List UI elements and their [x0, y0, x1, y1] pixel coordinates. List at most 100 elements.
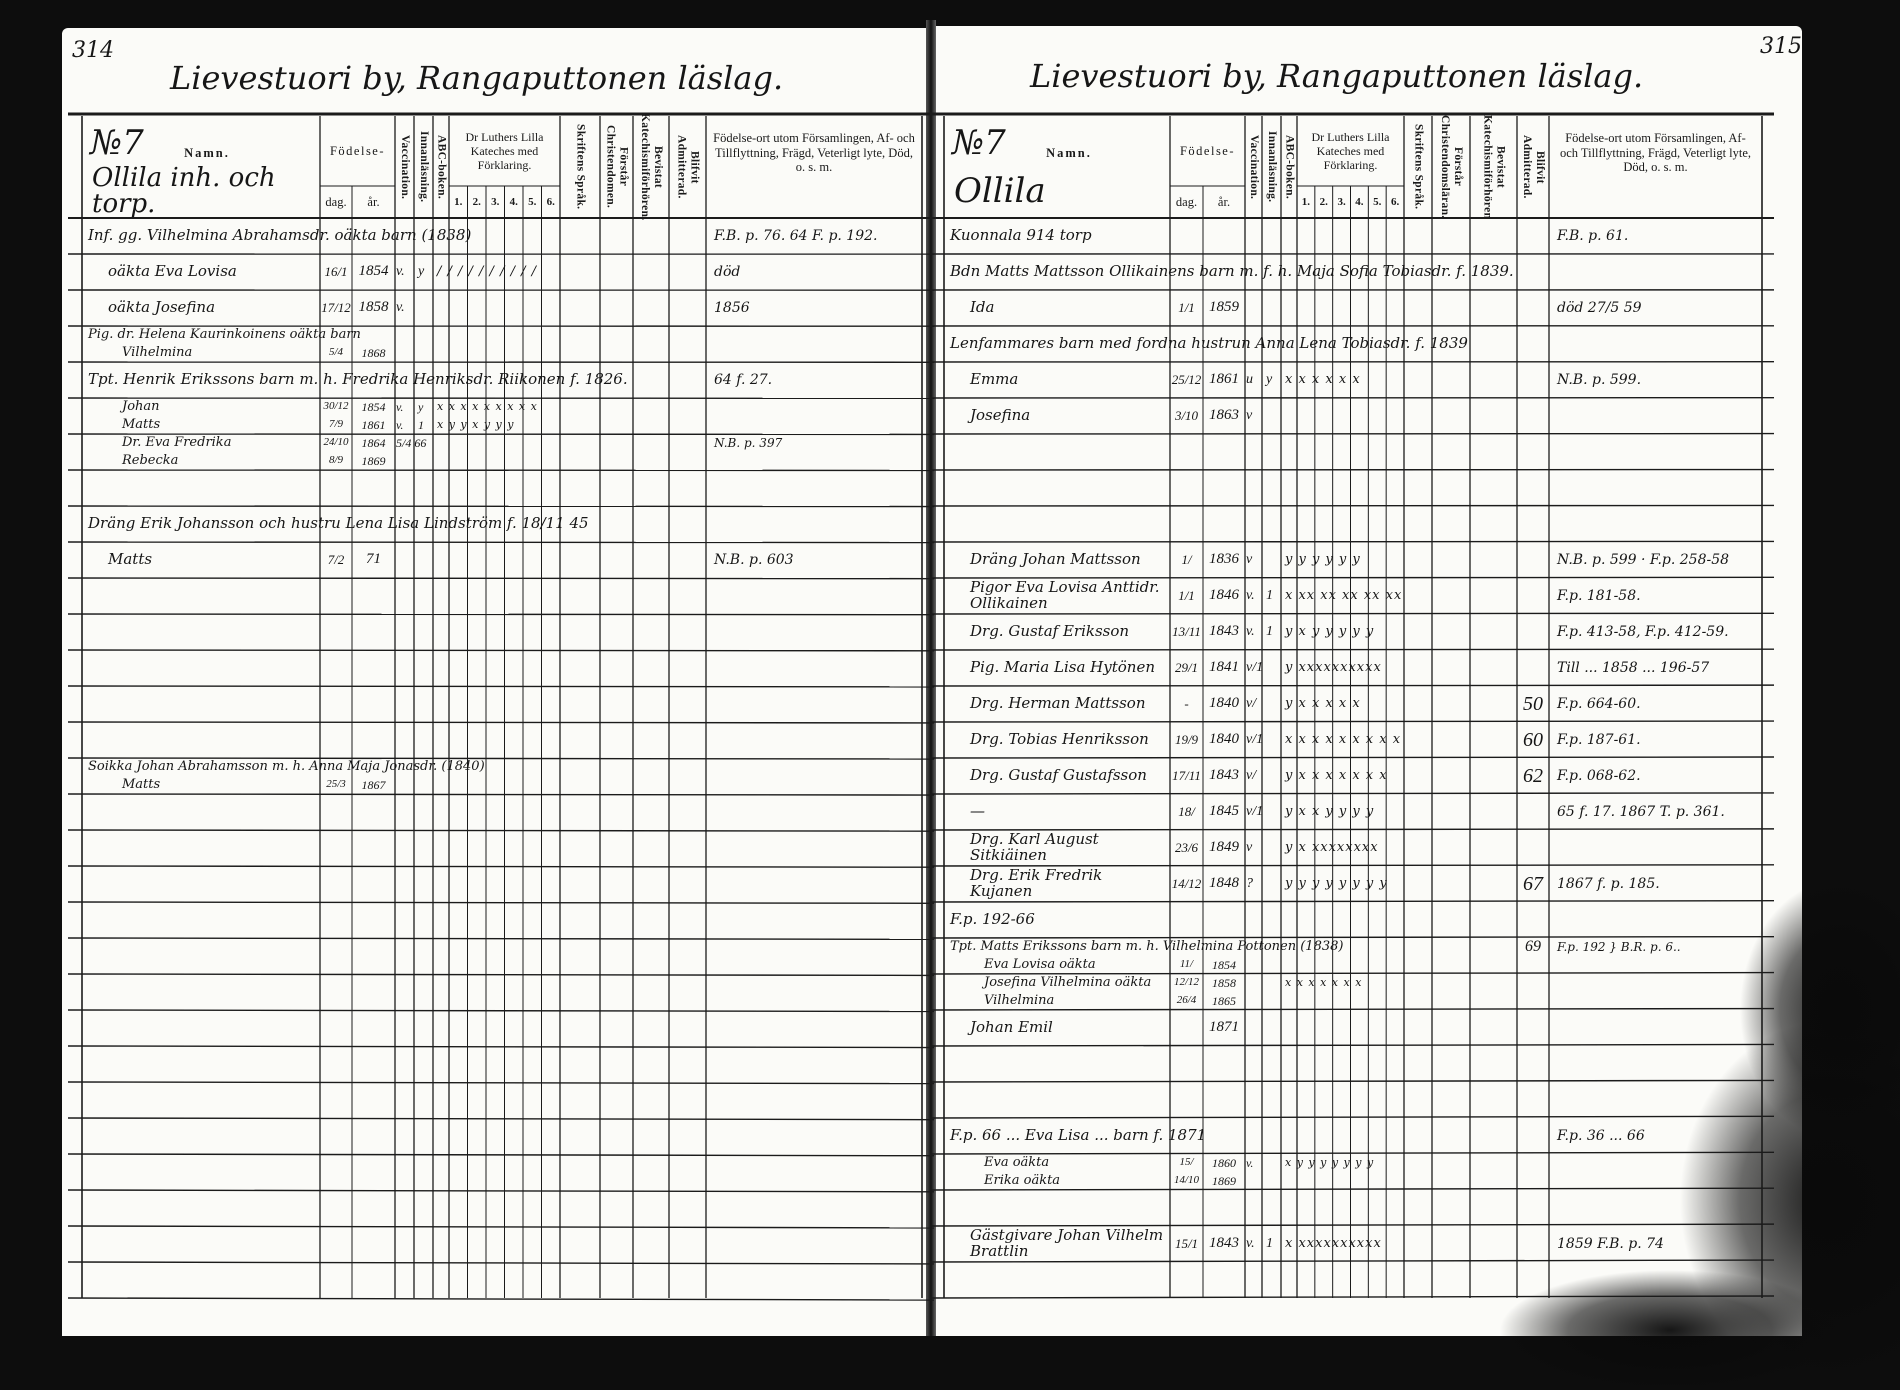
- header-name: Namn.: [1034, 144, 1104, 162]
- entry-vaccination: v/1: [1246, 723, 1263, 757]
- entry-note: Dräng Erik Johansson och hustru Lena Lis…: [88, 507, 916, 541]
- entry-birth-year: 1858: [352, 291, 395, 325]
- entry-remarks: 1859 F.B. p. 74: [1557, 1227, 1758, 1261]
- entry-remarks: F.p. 36 ... 66: [1557, 1119, 1758, 1153]
- entry-birth-year: 1845: [1203, 795, 1245, 829]
- entry-note: Kuonnala 914 torp: [950, 219, 1511, 253]
- entry-catechism-marks: y x y y y y y: [1285, 615, 1374, 649]
- entry-name: Drg. Gustaf Gustafsson: [970, 759, 1164, 793]
- header-vaccination: Vaccination.: [1245, 119, 1262, 215]
- entry-birth-day: 29/1: [1170, 651, 1203, 685]
- entry-name: Drg. Gustaf Eriksson: [970, 615, 1164, 649]
- entry-birth-year: 1869: [352, 453, 395, 469]
- entry-vaccination: v.: [396, 399, 403, 415]
- entry-birth-year: 1859: [1203, 291, 1245, 325]
- header-catechism: Dr Luthers Lilla Kateches med Förklaring…: [1299, 120, 1402, 184]
- entry-reading: y: [418, 255, 424, 289]
- entry-birth-year: 1849: [1203, 831, 1245, 865]
- entry-birth-day: 24/10: [320, 435, 352, 451]
- entry-name: Dr. Eva Fredrika: [122, 435, 314, 451]
- header-attended: Bevistat Katechismiförhören.: [633, 119, 669, 215]
- entry-name: Gästgivare Johan Vilhelm Brattlin: [970, 1227, 1164, 1261]
- entry-admitted: 62: [1517, 759, 1549, 793]
- entry-name: Matts: [122, 417, 314, 433]
- entry-birth-year: 1861: [352, 417, 395, 433]
- entry-birth-year: 1840: [1203, 723, 1245, 757]
- entry-birth-year: 1843: [1203, 615, 1245, 649]
- header-catechism-part: 3.: [486, 186, 505, 218]
- entry-note: Tpt. Henrik Erikssons barn m. h. Fredrik…: [88, 363, 663, 397]
- entry-birth-day: 7/2: [320, 543, 352, 577]
- entry-vaccination: v.: [396, 417, 403, 433]
- header-scripture: Skriftens Språk.: [1404, 119, 1432, 215]
- entry-name: Drg. Erik Fredrik Kujanen: [970, 867, 1164, 901]
- entry-remarks: N.B. p. 603: [714, 543, 918, 577]
- entry-name: Johan: [122, 399, 314, 415]
- header-catechism-part: 3.: [1333, 186, 1351, 218]
- entry-name: Dräng Johan Mattsson: [970, 543, 1164, 577]
- entry-birth-day: 13/11: [1170, 615, 1203, 649]
- entry-note: Lenfammares barn med fordna hustrun Anna…: [950, 327, 1756, 361]
- entry-birth-year: 1868: [352, 345, 395, 361]
- entry-note: F.p. 66 ... Eva Lisa ... barn f. 1871: [950, 1119, 1511, 1153]
- entry-birth-day: 14/12: [1170, 867, 1203, 901]
- entry-catechism-marks: x x x x x x: [1285, 363, 1361, 397]
- header-admitted: Blifvit Admitterad.: [1517, 119, 1549, 215]
- entry-catechism-marks: x y y y y y y y: [1285, 1155, 1374, 1171]
- entry-vaccination: v/1: [1246, 795, 1263, 829]
- entry-catechism-marks: x xxxxxxxxxx: [1285, 1227, 1382, 1261]
- entry-name: Matts: [108, 543, 314, 577]
- header-catechism-part: 5.: [523, 186, 542, 218]
- entry-catechism-marks: y y y y y y: [1285, 543, 1361, 577]
- entry-birth-day: 15/1: [1170, 1227, 1203, 1261]
- entry-birth-day: 7/9: [320, 417, 352, 433]
- entry-birth-day: 5/4: [320, 345, 352, 361]
- entry-name: Drg. Tobias Henriksson: [970, 723, 1164, 757]
- entry-remarks: N.B. p. 599 · F.p. 258-58: [1557, 543, 1758, 577]
- entry-remarks: F.p. 413-58, F.p. 412-59.: [1557, 615, 1758, 649]
- entry-birth-year: 1854: [352, 255, 395, 289]
- header-catechism-part: 4.: [505, 186, 524, 218]
- entry-remarks: F.B. p. 61.: [1557, 219, 1758, 253]
- entry-birth-year: 1843: [1203, 1227, 1245, 1261]
- entry-birth-year: 1860: [1203, 1155, 1245, 1171]
- header-catechism-part: 2.: [1315, 186, 1333, 218]
- farm-name: Ollila: [954, 166, 1164, 216]
- header-catechism: Dr Luthers Lilla Kateches med Förklaring…: [451, 120, 558, 184]
- entry-vaccination: v/1: [1246, 651, 1263, 685]
- entry-remarks: F.B. p. 76. 64 F. p. 192.: [714, 219, 918, 253]
- entry-name: Erika oäkta: [984, 1173, 1164, 1189]
- entry-name: Vilhelmina: [984, 993, 1164, 1009]
- header-remarks: Födelse-ort utom Församlingen, Af- och T…: [712, 122, 916, 184]
- entry-birth-year: 1836: [1203, 543, 1245, 577]
- entry-birth-year: 1861: [1203, 363, 1245, 397]
- entry-birth-day: 23/6: [1170, 831, 1203, 865]
- entry-remarks: F.p. 192 } B.R. p. 6..: [1557, 939, 1758, 955]
- entry-birth-day: 19/9: [1170, 723, 1203, 757]
- entry-catechism-marks: y y y y y y y y: [1285, 867, 1388, 901]
- entry-name: Pig. Maria Lisa Hytönen: [970, 651, 1164, 685]
- entry-birth-year: 1848: [1203, 867, 1245, 901]
- household-number: №7: [952, 126, 1006, 160]
- page-title: Lievestuori by, Rangaputtonen läslag.: [170, 62, 783, 94]
- entry-catechism-marks: / / / / / / / / / /: [437, 255, 537, 289]
- entry-name: Vilhelmina: [122, 345, 314, 361]
- entry-birth-day: 15/: [1170, 1155, 1203, 1171]
- header-remarks: Födelse-ort utom Församlingen, Af- och T…: [1555, 122, 1756, 184]
- entry-birth-year: 1863: [1203, 399, 1245, 433]
- entry-catechism-marks: y xxxxxxxxxx: [1285, 651, 1382, 685]
- entry-catechism-marks: y x xxxxxxxx: [1285, 831, 1379, 865]
- entry-reading: y: [1266, 363, 1272, 397]
- entry-admitted: 60: [1517, 723, 1549, 757]
- entry-birth-day: 16/1: [320, 255, 352, 289]
- entry-birth-year: 1846: [1203, 579, 1245, 613]
- entry-name: Ida: [970, 291, 1164, 325]
- entry-remarks: 65 f. 17. 1867 T. p. 361.: [1557, 795, 1758, 829]
- entry-remarks: död 27/5 59: [1557, 291, 1758, 325]
- entry-birth-year: 1867: [352, 777, 395, 793]
- header-year: år.: [352, 186, 395, 218]
- header-admitted: Blifvit Admitterad.: [669, 119, 706, 215]
- entry-birth-day: 1/1: [1170, 291, 1203, 325]
- entry-note: F.p. 192-66: [950, 903, 1756, 937]
- entry-birth-day: 3/10: [1170, 399, 1203, 433]
